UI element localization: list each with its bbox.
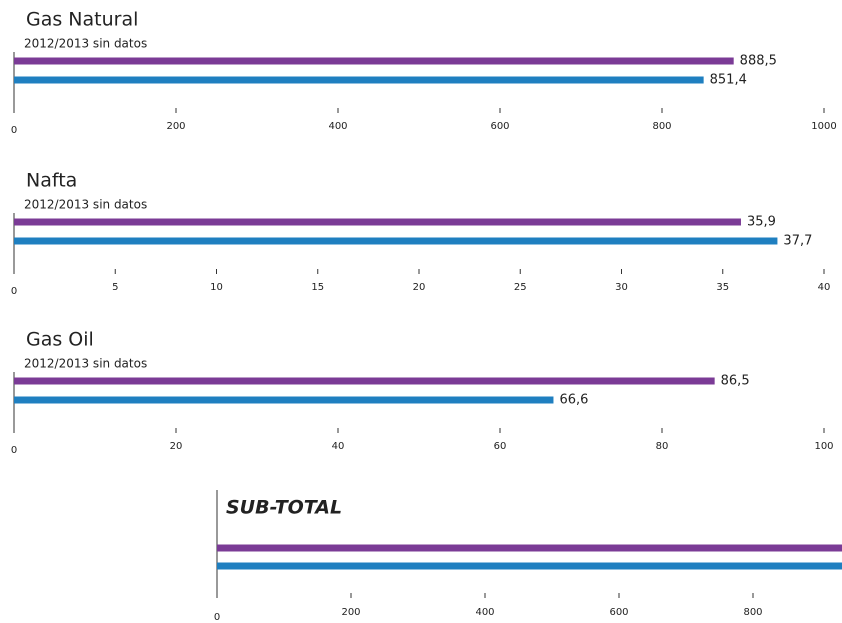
x-tick-label: 0 — [11, 445, 17, 456]
x-tick-label: 600 — [609, 607, 628, 618]
x-tick-label: 0 — [214, 612, 220, 623]
chart-title: Gas Natural — [26, 9, 138, 31]
value-label: 888,5 — [740, 54, 777, 69]
value-label: 66,6 — [559, 393, 588, 408]
value-label: 851,4 — [710, 73, 747, 88]
x-tick-label: 40 — [818, 282, 831, 293]
subtitle: 2012/2013 sin datos — [24, 37, 147, 51]
x-tick-label: 20 — [413, 282, 426, 293]
bar — [14, 237, 778, 245]
x-tick-label: 10 — [210, 282, 223, 293]
x-tick-label: 600 — [490, 121, 509, 132]
x-tick-label: 25 — [514, 282, 527, 293]
subtitle: 2012/2013 sin datos — [24, 198, 147, 212]
bar — [14, 396, 554, 404]
x-tick-label: 0 — [11, 125, 17, 136]
bar — [217, 562, 842, 570]
x-tick-label: 30 — [615, 282, 628, 293]
x-tick-label: 200 — [166, 121, 185, 132]
chart-title: SUB-TOTAL — [226, 497, 342, 519]
x-tick-label: 200 — [341, 607, 360, 618]
value-label: 35,9 — [747, 215, 776, 230]
x-tick-label: 400 — [328, 121, 347, 132]
x-tick-label: 15 — [311, 282, 324, 293]
x-tick-label: 400 — [475, 607, 494, 618]
value-label: 86,5 — [721, 374, 750, 389]
x-tick-label: 800 — [652, 121, 671, 132]
value-label: 37,7 — [783, 234, 812, 249]
x-tick-label: 800 — [743, 607, 762, 618]
subtitle: 2012/2013 sin datos — [24, 357, 147, 371]
x-tick-label: 35 — [716, 282, 729, 293]
chart-title: Gas Oil — [26, 329, 94, 351]
x-tick-label: 5 — [112, 282, 118, 293]
bar — [14, 76, 704, 84]
x-tick-label: 80 — [656, 441, 669, 452]
x-tick-label: 60 — [494, 441, 507, 452]
bar — [14, 377, 715, 385]
x-tick-label: 20 — [170, 441, 183, 452]
bar — [217, 544, 842, 552]
bar — [14, 57, 734, 65]
x-tick-label: 0 — [11, 286, 17, 297]
bar — [14, 218, 741, 226]
x-tick-label: 1000 — [811, 121, 836, 132]
chart-title: Nafta — [26, 170, 77, 192]
x-tick-label: 40 — [332, 441, 345, 452]
x-tick-label: 100 — [814, 441, 833, 452]
